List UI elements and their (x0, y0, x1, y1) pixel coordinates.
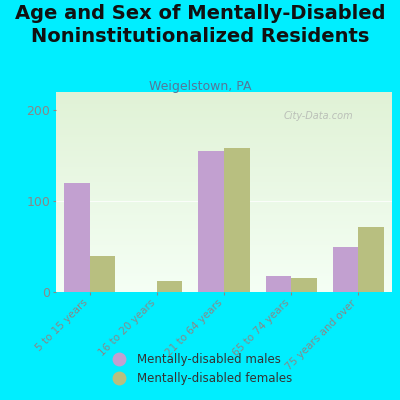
Bar (90, 256, 115, 292)
Bar (64, 183, 90, 292)
Legend: Mentally-disabled males, Mentally-disabled females: Mentally-disabled males, Mentally-disabl… (103, 349, 297, 390)
Bar (224, 148, 250, 292)
Text: Weigelstown, PA: Weigelstown, PA (149, 80, 251, 93)
Bar (157, 281, 182, 292)
Bar (266, 276, 291, 292)
Bar (198, 151, 224, 292)
Text: Age and Sex of Mentally-Disabled
Noninstitutionalized Residents: Age and Sex of Mentally-Disabled Noninst… (15, 4, 385, 46)
Bar (291, 278, 317, 292)
Bar (333, 246, 358, 292)
Bar (358, 226, 384, 292)
Text: City-Data.com: City-Data.com (283, 111, 353, 121)
